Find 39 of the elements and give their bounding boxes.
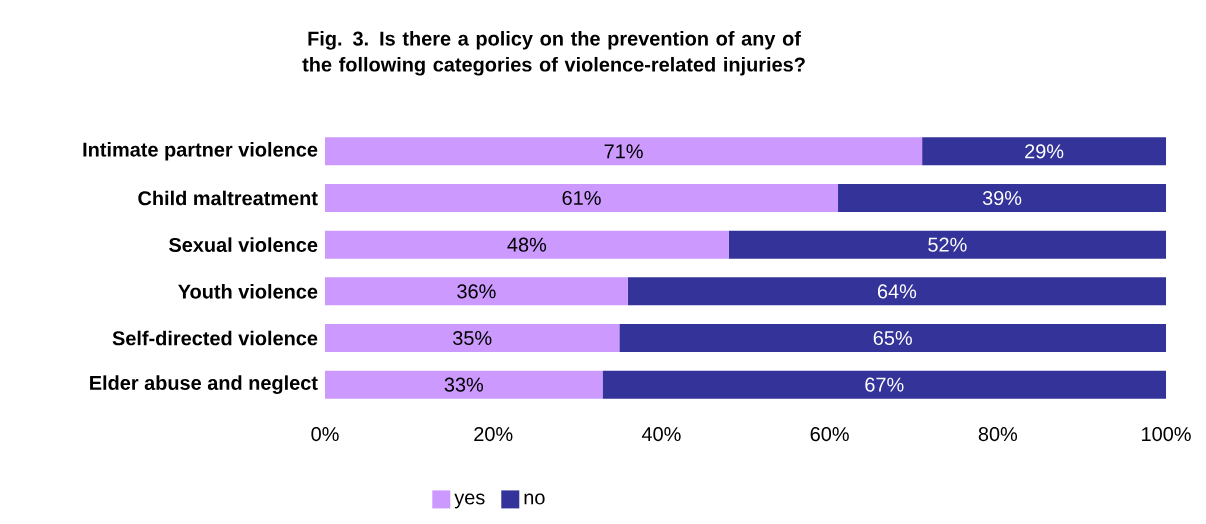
bar <box>325 370 603 399</box>
x-tick-label: 20% <box>474 427 513 442</box>
y-tick-label: Child maltreatment <box>138 190 318 206</box>
data-label: 48% <box>507 237 547 252</box>
x-tick-label: 100% <box>1142 427 1191 442</box>
data-label: 67% <box>865 377 904 392</box>
data-label: 33% <box>444 377 484 392</box>
data-label: 71% <box>604 144 643 159</box>
x-tick-label: 0% <box>311 427 339 442</box>
data-label: 64% <box>877 284 917 299</box>
legend-label: yes <box>454 493 485 509</box>
data-label: 61% <box>562 190 601 206</box>
bar <box>627 277 1167 306</box>
data-label: 35% <box>453 330 492 346</box>
bar <box>325 137 923 166</box>
data-label: 39% <box>982 190 1022 206</box>
x-tick-label: 40% <box>641 427 681 442</box>
y-tick-label: Youth violence <box>178 284 318 299</box>
y-tick-label: Sexual violence <box>169 237 318 252</box>
chart-title: Fig. 3. Is there a policy on the prevention of any of the following categories of violence-related injuries? <box>302 31 805 76</box>
data-label: 36% <box>457 284 496 299</box>
bar <box>619 324 1167 352</box>
y-tick-label: Intimate partner violence <box>83 142 318 161</box>
x-tick-label: 80% <box>978 427 1018 442</box>
bar <box>728 230 1167 259</box>
bar <box>325 230 729 259</box>
data-label: 65% <box>873 330 912 346</box>
x-tick-label: 60% <box>810 427 849 442</box>
bar <box>325 324 620 352</box>
data-label: 29% <box>1025 144 1064 159</box>
y-tick-label: Elder abuse and neglect <box>90 375 318 394</box>
bar <box>602 370 1167 399</box>
bar <box>922 137 1167 166</box>
legend-label: no <box>524 493 545 505</box>
bar <box>325 184 839 212</box>
y-tick-label: Self-directed violence <box>112 330 318 346</box>
bar <box>838 184 1167 212</box>
data-label: 52% <box>928 237 967 252</box>
bar <box>325 277 628 306</box>
